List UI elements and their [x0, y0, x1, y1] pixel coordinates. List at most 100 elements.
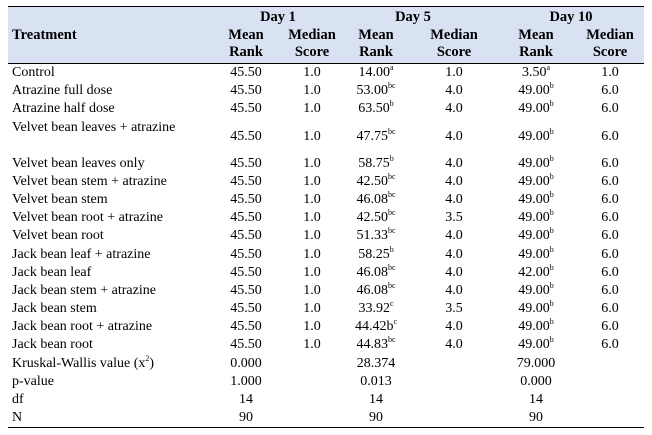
day10-stat-value: 0.000 [520, 373, 552, 389]
day10-mean-rank-value: 49.00 [518, 173, 550, 189]
day10-median-score: 6.0 [582, 191, 638, 209]
day5-mean-rank-value: 63.50 [358, 101, 390, 117]
significance-letter: a [546, 63, 551, 72]
day10-median-score-value: 6.0 [601, 282, 619, 298]
day5-mean-rank: 42.50bc [344, 209, 408, 227]
day1-median-score-value: 1.0 [303, 65, 321, 80]
day1-median-score-value: 1.0 [303, 228, 321, 244]
header-day5-median-score: Median Score [430, 27, 478, 60]
day10-median-score: 6.0 [582, 173, 638, 191]
day10-mean-rank-value: 49.00 [518, 228, 550, 244]
day1-mean-rank-value: 45.50 [230, 246, 262, 262]
header-treatment: Treatment [12, 27, 77, 43]
day1-stat-value: 14 [239, 392, 253, 407]
significance-letter: b [549, 171, 554, 181]
day1-median-score-value: 1.0 [303, 210, 321, 226]
day1-stat-value: 0.000 [230, 355, 262, 371]
day1-median-score-value: 1.0 [303, 264, 321, 280]
significance-letter: b [549, 81, 554, 91]
day5-mean-rank-value: 46.08 [356, 282, 388, 298]
day1-median-score-value: 1.0 [303, 282, 321, 298]
table-row: Control 45.50 1.0 14.00a 1.0 3.50a 1.0 [8, 64, 644, 82]
table-row: Atrazine half dose 45.50 1.0 63.50b 4.0 49.00… [8, 100, 644, 118]
day1-mean-rank-value: 45.50 [230, 155, 262, 171]
day1-mean-rank: 45.50 [216, 336, 276, 354]
day10-median-score: 6.0 [582, 318, 638, 336]
table-body: Control 45.50 1.0 14.00a 1.0 3.50a 1.0 Atrazine… [8, 64, 644, 429]
day5-mean-rank: 44.42bc [344, 318, 408, 336]
significance-letter: bc [387, 226, 396, 236]
day5-median-score-value: 4.0 [445, 319, 463, 335]
day5-median-score-value: 4.0 [445, 228, 463, 244]
day10-median-score: 6.0 [582, 336, 638, 354]
day5-mean-rank: 63.50b [344, 100, 408, 118]
day5-mean-rank-value: 44.83 [356, 337, 388, 353]
day10-stat-value: 79.000 [516, 355, 556, 371]
day5-mean-rank-value: 53.00 [356, 83, 388, 99]
day5-mean-rank: 33.92c [344, 300, 408, 318]
day10-median-score-value: 6.0 [601, 337, 619, 353]
day5-median-score-value: 4.0 [445, 155, 463, 171]
significance-letter: b [389, 153, 394, 163]
significance-letter: b [389, 244, 394, 254]
day5-median-score: 4.0 [426, 155, 482, 173]
day1-stat-value: 90 [239, 410, 253, 426]
day1-median-score: 1.0 [284, 227, 340, 245]
header-day1-mean-rank: Mean Rank [228, 27, 264, 60]
stat-name-text: Kruskal-Wallis value (x [12, 355, 146, 371]
day5-median-score-value: 3.5 [445, 301, 463, 317]
day10-mean-rank-value: 49.00 [518, 191, 550, 207]
day10-stat-value: 90 [529, 410, 543, 426]
day5-mean-rank-value: 58.75 [358, 155, 390, 171]
stat-name-text: N [12, 410, 23, 426]
day5-median-score: 3.5 [426, 300, 482, 318]
day10-mean-rank: 49.00b [504, 100, 568, 118]
day1-median-score-value: 1.0 [303, 173, 321, 189]
day5-mean-rank-value: 46.08 [356, 191, 388, 207]
stat-name: df [12, 391, 24, 409]
day10-mean-rank: 3.50a [504, 64, 568, 82]
day10-mean-rank: 49.00b [504, 336, 568, 354]
day10-mean-rank-value: 49.00 [518, 246, 550, 262]
day10-mean-rank: 49.00b [504, 281, 568, 300]
day1-median-score: 1.0 [284, 191, 340, 209]
day1-mean-rank: 45.50 [216, 191, 276, 209]
day10-stat-value: 14 [529, 392, 543, 407]
day5-median-score: 4.0 [426, 119, 482, 155]
day10-median-score-value: 6.0 [601, 155, 619, 171]
day5-mean-rank: 51.33bc [344, 227, 408, 245]
day10-mean-rank: 49.00b [504, 154, 568, 173]
day5-mean-rank: 46.08bc [344, 281, 408, 300]
significance-letter: bc [387, 126, 396, 136]
significance-letter: b [549, 208, 554, 218]
day1-mean-rank-value: 45.50 [230, 282, 262, 298]
day5-mean-rank: 46.08bc [344, 263, 408, 282]
day1-stat-value: 1.000 [230, 373, 262, 389]
day1-mean-rank: 45.50 [216, 100, 276, 118]
day10-median-score-value: 6.0 [601, 301, 619, 317]
day1-mean-rank: 45.50 [216, 173, 276, 191]
day1-mean-rank: 45.50 [216, 209, 276, 227]
day1-median-score-value: 1.0 [303, 319, 321, 335]
table-header: Treatment Day 1 Day 5 Day 10 Mean Rank M… [8, 7, 644, 63]
day10-median-score: 6.0 [582, 119, 638, 155]
day5-mean-rank-value: 51.33 [356, 228, 388, 244]
day10-mean-rank-value: 49.00 [518, 128, 550, 144]
day1-mean-rank-value: 45.50 [230, 173, 262, 189]
day5-mean-rank-value: 44.42b [354, 319, 394, 335]
day1-mean-rank: 45.50 [216, 64, 276, 82]
day10-median-score-value: 6.0 [601, 173, 619, 189]
significance-letter: bc [387, 208, 396, 218]
day1-mean-rank: 45.50 [216, 227, 276, 245]
day1-mean-rank: 45.50 [216, 82, 276, 100]
day10-mean-rank: 49.00b [504, 119, 568, 155]
treatment-name: Velvet bean stem + atrazine [12, 173, 167, 189]
stat-name: p-value [12, 373, 54, 391]
table-row: Velvet bean stem 45.50 1.0 46.08bc 4.0 49.00b… [8, 190, 644, 209]
table-row: Velvet bean leaves only 45.50 1.0 58.75b 4.0… [8, 153, 644, 173]
day1-median-score: 1.0 [284, 282, 340, 300]
table-row: Jack bean stem + atrazine 45.50 1.0 46.08bc… [8, 281, 644, 300]
day10-mean-rank: 49.00b [504, 227, 568, 245]
day5-mean-rank: 46.08bc [344, 190, 408, 209]
day5-median-score: 4.0 [426, 264, 482, 282]
